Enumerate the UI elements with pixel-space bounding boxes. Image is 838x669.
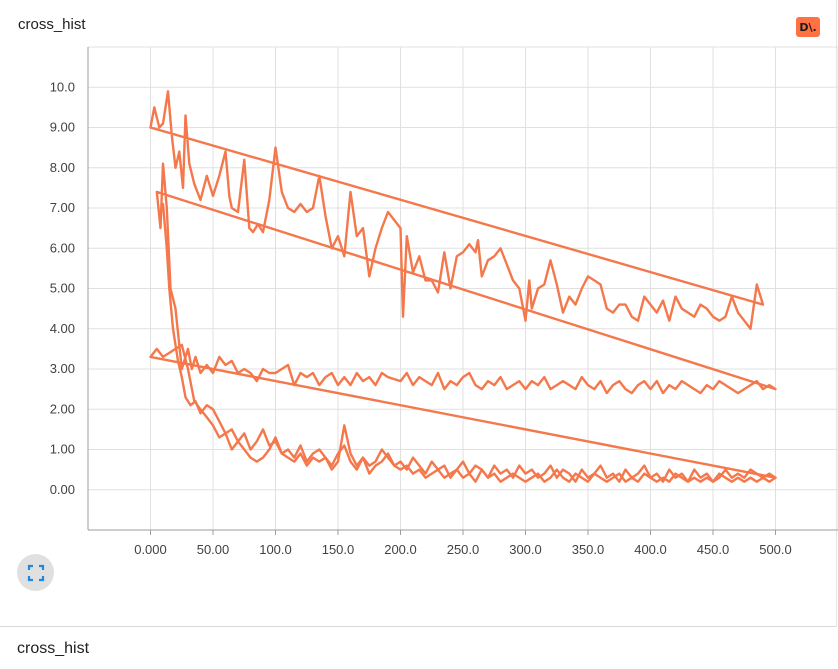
y-tick-label: 3.00 <box>50 361 75 376</box>
x-tick-label: 50.00 <box>197 542 230 557</box>
series-line-3 <box>149 343 777 483</box>
y-tick-label: 10.0 <box>50 79 75 94</box>
x-tick-label: 500.0 <box>759 542 792 557</box>
fullscreen-button[interactable] <box>17 554 54 591</box>
x-tick-label: 150.0 <box>322 542 355 557</box>
y-tick-label: 5.00 <box>50 281 75 296</box>
x-tick-label: 450.0 <box>697 542 730 557</box>
run-badge[interactable]: D\. <box>796 17 820 37</box>
x-tick-label: 250.0 <box>447 542 480 557</box>
chart-series <box>149 90 777 483</box>
x-tick-label: 200.0 <box>384 542 417 557</box>
series-line-1 <box>149 90 765 330</box>
chart-title: cross_hist <box>18 16 86 33</box>
footer-title: cross_hist <box>17 640 90 657</box>
y-tick-label: 8.00 <box>50 160 75 175</box>
series-line-2 <box>155 162 777 395</box>
series-line-4 <box>161 202 777 483</box>
y-tick-label: 1.00 <box>50 442 75 457</box>
x-tick-label: 350.0 <box>572 542 605 557</box>
y-tick-label: 2.00 <box>50 401 75 416</box>
x-tick-label: 0.000 <box>134 542 167 557</box>
y-tick-label: 9.00 <box>50 120 75 135</box>
x-tick-labels: 0.000 50.00 100.0 150.0 200.0 250.0 300.0 350.0… <box>134 530 792 557</box>
y-tick-label: 0.00 <box>50 482 75 497</box>
y-tick-label: 6.00 <box>50 240 75 255</box>
chart-card: cross_hist D\. 0.000 50.00 100.0 150.0 200.0… <box>0 0 838 627</box>
fullscreen-icon <box>27 564 44 581</box>
y-tick-labels: 0.00 1.00 2.00 3.00 4.00 5.00 6.00 7.00 8.00 9.00… <box>50 79 75 497</box>
y-tick-label: 4.00 <box>50 321 75 336</box>
x-tick-label: 300.0 <box>509 542 542 557</box>
x-tick-label: 400.0 <box>634 542 667 557</box>
y-tick-label: 7.00 <box>50 200 75 215</box>
x-tick-label: 100.0 <box>259 542 292 557</box>
